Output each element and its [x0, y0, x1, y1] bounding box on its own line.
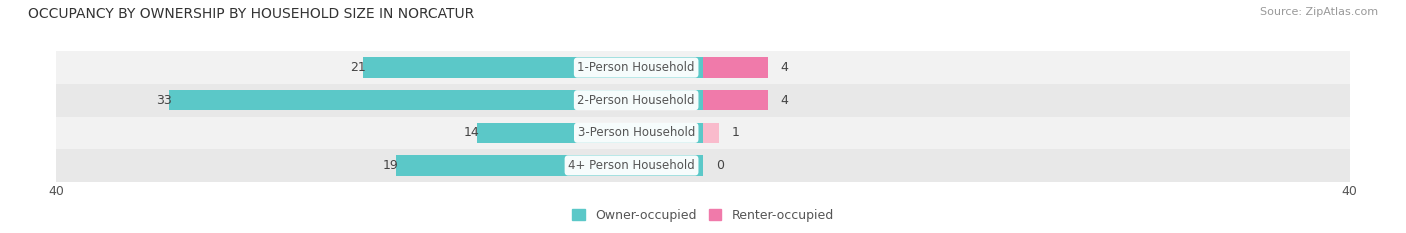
- Bar: [477, 123, 703, 143]
- Bar: [703, 149, 1350, 182]
- Bar: [703, 90, 768, 110]
- Bar: [703, 51, 1350, 84]
- Text: Source: ZipAtlas.com: Source: ZipAtlas.com: [1260, 7, 1378, 17]
- Text: 4+ Person Household: 4+ Person Household: [568, 159, 695, 172]
- Bar: [703, 84, 1350, 116]
- Text: 19: 19: [382, 159, 399, 172]
- Bar: [56, 149, 703, 182]
- Text: 3-Person Household: 3-Person Household: [578, 126, 695, 139]
- Bar: [170, 90, 703, 110]
- Text: 1-Person Household: 1-Person Household: [578, 61, 695, 74]
- Text: 14: 14: [464, 126, 479, 139]
- Text: 33: 33: [156, 94, 173, 107]
- Text: 4: 4: [780, 94, 789, 107]
- Legend: Owner-occupied, Renter-occupied: Owner-occupied, Renter-occupied: [568, 204, 838, 227]
- Text: 1: 1: [733, 126, 740, 139]
- Bar: [703, 123, 718, 143]
- Bar: [703, 116, 1350, 149]
- Text: OCCUPANCY BY OWNERSHIP BY HOUSEHOLD SIZE IN NORCATUR: OCCUPANCY BY OWNERSHIP BY HOUSEHOLD SIZE…: [28, 7, 474, 21]
- Bar: [56, 116, 703, 149]
- Text: 2-Person Household: 2-Person Household: [578, 94, 695, 107]
- Bar: [56, 51, 703, 84]
- Text: 0: 0: [716, 159, 724, 172]
- Bar: [363, 58, 703, 78]
- Bar: [396, 155, 703, 175]
- Bar: [703, 58, 768, 78]
- Bar: [56, 84, 703, 116]
- Text: 21: 21: [350, 61, 367, 74]
- Text: 4: 4: [780, 61, 789, 74]
